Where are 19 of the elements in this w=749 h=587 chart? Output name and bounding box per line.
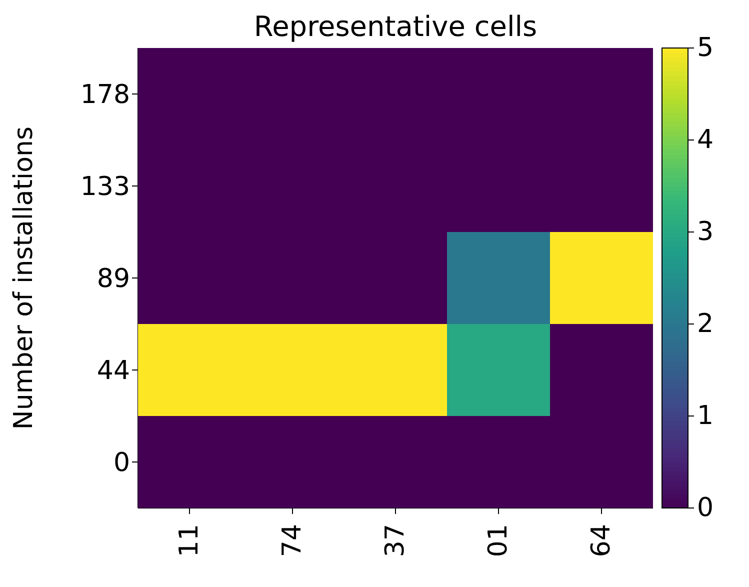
color-bar-label: 1: [697, 401, 714, 431]
y-tick-label: 0: [113, 448, 130, 478]
y-axis-title: Number of installations: [9, 126, 40, 430]
color-bar-label: 2: [697, 309, 714, 339]
x-tick-label: 64: [586, 524, 616, 558]
colorbar: 01 2 3 4 5: [658, 8, 738, 583]
x-tick-label: 01: [484, 524, 514, 558]
y-tick-label: 89: [96, 264, 130, 294]
x-tick-label: 11: [174, 524, 204, 558]
chart-title: Representative cells: [252, 10, 538, 43]
y-tick-label: 44: [96, 356, 130, 386]
x-tick-label: 37: [380, 524, 410, 558]
color-bar-label: 0: [697, 493, 714, 523]
color-bar-label: 5: [697, 33, 714, 63]
color-bar-label: 3: [697, 217, 714, 247]
y-tick-label: 133: [80, 172, 130, 202]
color-bar-label: 4: [697, 125, 714, 155]
y-tick-label: 178: [80, 80, 130, 110]
x-tick-label: 74: [278, 524, 308, 558]
